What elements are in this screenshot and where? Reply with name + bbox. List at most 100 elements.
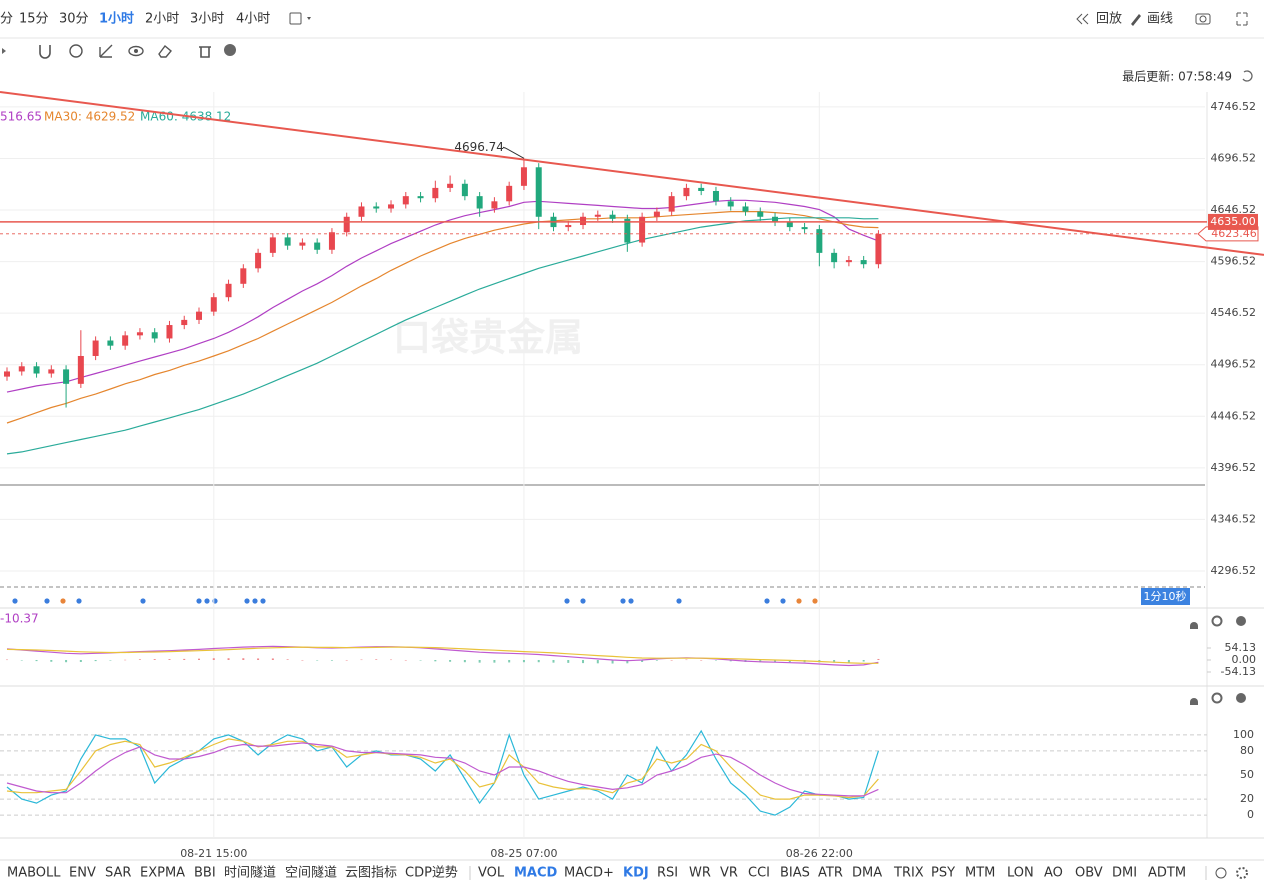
indicator-tab[interactable]: VR xyxy=(720,866,738,881)
macd-bar xyxy=(641,659,644,662)
interval-tab[interactable]: 1小时 xyxy=(99,11,134,27)
last-update: 最后更新: 07:58:49 xyxy=(1122,69,1232,84)
toolbar-action[interactable]: 回放 xyxy=(1096,12,1122,27)
eraser-icon[interactable] xyxy=(158,44,172,58)
sync-icon[interactable] xyxy=(69,44,83,58)
interval-tab[interactable]: 分 xyxy=(0,12,13,27)
macd-bar xyxy=(537,659,540,663)
indicator-tab[interactable]: MACD+ xyxy=(564,866,614,881)
indicator-tab[interactable]: MTM xyxy=(965,866,995,881)
kdj-line xyxy=(6,742,879,797)
macd-bar xyxy=(774,659,777,663)
candle-body xyxy=(358,206,365,217)
dropdown-caret[interactable] xyxy=(307,17,311,20)
macd-bar xyxy=(788,659,791,663)
candle-body xyxy=(314,242,321,250)
indicator-tab[interactable]: ADTM xyxy=(1148,866,1186,881)
candle-body xyxy=(594,214,601,217)
settings-icon[interactable] xyxy=(1211,692,1223,704)
info-icon[interactable] xyxy=(224,44,236,56)
settings-icon[interactable] xyxy=(1211,615,1223,627)
indicator-tab[interactable]: BBI xyxy=(194,866,216,881)
indicator-tab[interactable]: AO xyxy=(1044,866,1063,881)
macd-bar xyxy=(700,659,703,661)
close-icon[interactable] xyxy=(1236,693,1246,703)
y-tick-label: 0.00 xyxy=(1232,653,1257,666)
camera-icon[interactable] xyxy=(1195,13,1211,25)
indicator-tab[interactable]: 时间隧道 xyxy=(224,865,276,881)
indicator-tab[interactable]: LON xyxy=(1007,866,1034,881)
indicator-tab[interactable]: 云图指标 xyxy=(345,866,397,881)
interval-tab[interactable]: 30分 xyxy=(59,12,89,27)
price-tag xyxy=(1208,213,1258,230)
add-indicator-icon[interactable] xyxy=(1215,867,1227,879)
indicator-tab[interactable]: KDJ xyxy=(623,866,649,881)
indicator-tab[interactable]: PSY xyxy=(931,866,955,881)
magnet-icon[interactable] xyxy=(39,45,51,59)
indicator-tab[interactable]: SAR xyxy=(105,866,131,881)
candle-body xyxy=(136,332,143,336)
indicator-tab[interactable]: TRIX xyxy=(893,866,924,881)
trash-icon[interactable] xyxy=(199,46,211,58)
y-tick-label: 4596.52 xyxy=(1211,255,1257,268)
signal-dot xyxy=(252,598,258,604)
indicator-tab[interactable]: CCI xyxy=(748,866,770,881)
indicator-tab[interactable]: WR xyxy=(689,866,711,881)
interval-tab[interactable]: 4小时 xyxy=(236,12,270,27)
indicator-tab[interactable]: BIAS xyxy=(780,866,810,881)
candle-body xyxy=(196,311,203,320)
toolbar-action[interactable]: 画线 xyxy=(1147,12,1173,27)
candle-body xyxy=(210,297,217,312)
fullscreen-icon[interactable] xyxy=(1236,12,1248,26)
indicator-tab[interactable]: OBV xyxy=(1075,866,1103,881)
kdj-controls xyxy=(1190,692,1246,705)
indicator-tab[interactable]: MACD xyxy=(514,866,558,881)
signal-dot xyxy=(204,598,210,604)
checkbox[interactable] xyxy=(289,12,302,25)
macd-bar xyxy=(330,659,333,661)
indicator-tab[interactable]: DMI xyxy=(1112,866,1137,881)
candle-body xyxy=(18,366,25,372)
indicator-tab[interactable]: ENV xyxy=(69,866,96,881)
indicator-tab[interactable]: EXPMA xyxy=(140,866,185,881)
legend-entry: MA30: 4629.52 xyxy=(44,110,135,124)
macd-bar xyxy=(493,659,496,663)
interval-tab[interactable]: 3小时 xyxy=(190,12,224,27)
macd-bar xyxy=(478,659,481,663)
indicator-tab[interactable]: ATR xyxy=(818,866,843,881)
candle-body xyxy=(328,232,335,250)
macd-bar xyxy=(109,659,112,661)
candle-body xyxy=(535,167,542,217)
indicator-tab[interactable]: RSI xyxy=(657,866,678,881)
candle-body xyxy=(786,221,793,228)
macd-bar xyxy=(79,659,82,662)
macd-bar xyxy=(124,659,127,661)
signal-dots xyxy=(12,598,818,604)
macd-bar xyxy=(271,658,274,660)
refresh-icon[interactable] xyxy=(1242,70,1253,82)
y-tick-label: 80 xyxy=(1240,744,1254,757)
dif-line xyxy=(6,645,879,667)
caret[interactable] xyxy=(2,48,6,54)
draw-icon[interactable] xyxy=(1131,14,1141,26)
replay-icon[interactable] xyxy=(1076,13,1089,25)
indicator-tab[interactable]: VOL xyxy=(478,866,505,881)
y-tick-label: 4496.52 xyxy=(1211,358,1257,371)
settings-icon[interactable] xyxy=(1236,867,1248,879)
close-icon[interactable] xyxy=(1236,616,1246,626)
measure-icon[interactable] xyxy=(99,44,113,58)
candle-body xyxy=(668,196,675,212)
interval-tab[interactable]: 15分 xyxy=(19,12,49,27)
indicator-tab[interactable]: DMA xyxy=(852,866,882,881)
eye-icon[interactable] xyxy=(128,45,144,57)
macd-bar xyxy=(316,659,319,661)
indicator-tab[interactable]: CDP逆势 xyxy=(405,865,458,881)
candle-body xyxy=(107,340,114,346)
interval-tab[interactable]: 2小时 xyxy=(145,12,179,27)
alert-icon[interactable] xyxy=(1190,698,1198,705)
indicator-tab[interactable]: 空间隧道 xyxy=(285,865,337,881)
alert-icon[interactable] xyxy=(1190,622,1198,629)
indicator-tab[interactable]: MABOLL xyxy=(7,866,61,881)
candle-body xyxy=(845,260,852,263)
